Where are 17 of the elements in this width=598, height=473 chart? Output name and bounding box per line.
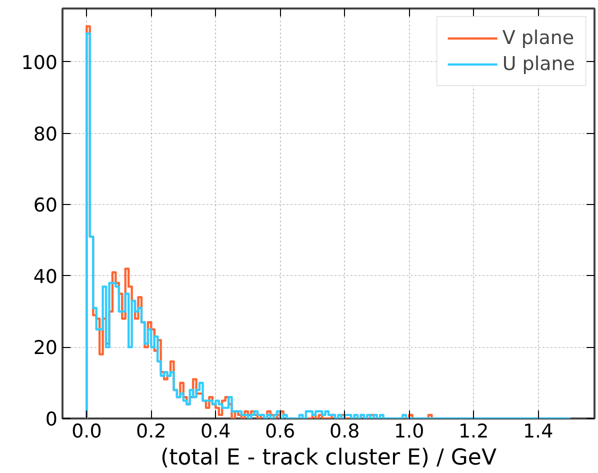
x-tick-label: 0.6 xyxy=(265,420,296,442)
y-tick-label: 0 xyxy=(45,408,58,430)
x-tick-label: 0.0 xyxy=(72,420,102,442)
x-tick-label: 1.2 xyxy=(458,420,489,442)
legend-label: U plane xyxy=(502,53,575,75)
y-tick-label: 60 xyxy=(33,194,58,217)
y-tick-label: 20 xyxy=(33,337,58,360)
x-tick-label: 0.2 xyxy=(136,420,166,442)
x-tick-label: 0.4 xyxy=(200,420,231,442)
x-axis-title: (total E - track cluster E) / GeV xyxy=(160,446,497,470)
legend-label: V plane xyxy=(502,27,574,49)
x-tick-label: 1.0 xyxy=(394,420,424,442)
y-tick-label: 40 xyxy=(33,266,58,288)
y-tick-label: 100 xyxy=(21,52,58,74)
x-tick-label: 0.8 xyxy=(330,420,360,442)
x-tick-label: 1.4 xyxy=(522,420,554,442)
y-tick-label: 80 xyxy=(33,123,58,146)
